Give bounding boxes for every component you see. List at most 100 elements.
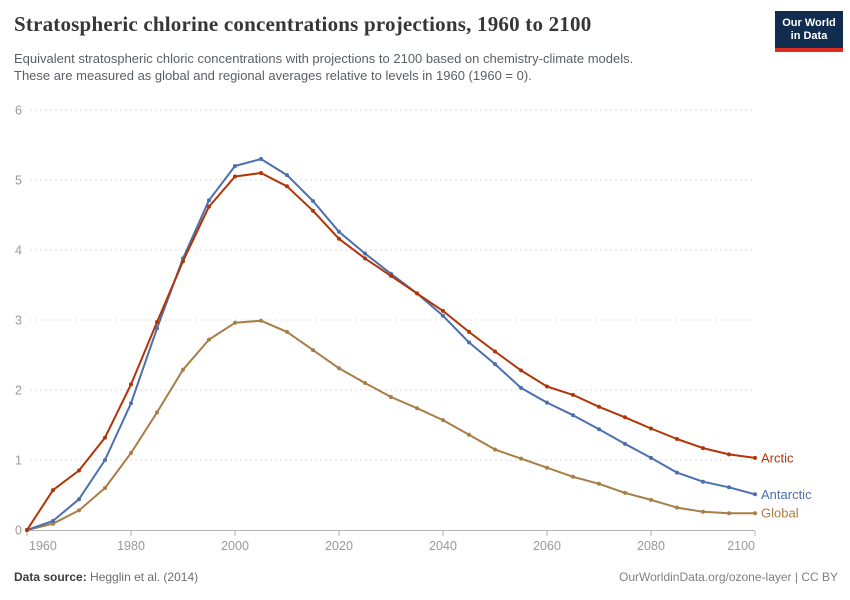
owid-logo[interactable]: Our World in Data — [775, 11, 843, 52]
data-point-global — [311, 348, 315, 353]
data-point-global — [129, 451, 133, 455]
data-point-global — [155, 410, 159, 415]
data-point-antarctic — [545, 400, 549, 405]
series-label-arctic[interactable]: Arctic — [761, 450, 794, 465]
data-point-antarctic — [493, 362, 497, 367]
data-point-arctic — [597, 404, 601, 409]
chart-subtitle-line1: Equivalent stratospheric chloric concent… — [14, 51, 634, 66]
data-point-arctic — [181, 259, 185, 264]
x-axis-label: 1980 — [117, 539, 145, 553]
data-point-arctic — [51, 488, 55, 493]
x-axis-label: 2060 — [533, 539, 561, 553]
data-point-global — [207, 337, 211, 342]
data-point-global — [259, 318, 263, 323]
owid-logo-line2: in Data — [790, 30, 828, 42]
data-point-arctic — [103, 435, 107, 440]
data-point-antarctic — [753, 492, 757, 497]
data-point-arctic — [701, 446, 705, 451]
data-point-antarctic — [259, 157, 263, 161]
data-point-antarctic — [623, 441, 627, 446]
data-point-antarctic — [129, 401, 133, 406]
y-axis-label: 1 — [15, 454, 22, 468]
data-point-global — [441, 418, 445, 423]
data-point-antarctic — [727, 485, 731, 490]
data-source-value: Hegglin et al. (2014) — [90, 570, 199, 584]
data-point-global — [51, 521, 55, 526]
data-point-global — [181, 367, 185, 372]
x-axis-label: 2100 — [727, 539, 755, 553]
series-label-antarctic[interactable]: Antarctic — [761, 487, 812, 502]
data-point-arctic — [311, 208, 315, 213]
data-point-arctic — [259, 171, 263, 175]
y-axis-label: 2 — [15, 384, 22, 398]
data-point-arctic — [571, 392, 575, 397]
data-source-label: Data source: — [14, 570, 87, 584]
data-point-antarctic — [571, 413, 575, 418]
data-point-antarctic — [675, 470, 679, 475]
data-point-global — [389, 395, 393, 399]
data-point-global — [233, 320, 237, 325]
data-point-antarctic — [77, 497, 81, 502]
data-point-arctic — [155, 320, 159, 325]
data-point-antarctic — [337, 229, 341, 234]
line-series-antarctic[interactable] — [26, 158, 756, 531]
data-point-global — [545, 465, 549, 470]
data-point-global — [623, 490, 627, 495]
data-point-antarctic — [103, 458, 107, 462]
data-point-antarctic — [441, 313, 445, 318]
data-point-antarctic — [311, 199, 315, 203]
data-point-global — [675, 505, 679, 510]
data-point-global — [519, 456, 523, 461]
data-point-arctic — [493, 349, 497, 354]
data-point-global — [337, 366, 341, 371]
data-point-arctic — [285, 184, 289, 189]
data-point-arctic — [129, 382, 133, 387]
attribution-link[interactable]: OurWorldinData.org/ozone-layer | CC BY — [619, 570, 838, 584]
x-axis-label: 2000 — [221, 539, 249, 553]
data-point-antarctic — [597, 427, 601, 432]
data-point-global — [597, 481, 601, 486]
y-axis-label: 6 — [15, 104, 22, 118]
data-point-arctic — [519, 368, 523, 373]
data-point-antarctic — [649, 455, 653, 460]
data-point-global — [415, 406, 419, 411]
data-point-antarctic — [233, 164, 237, 168]
data-point-global — [467, 432, 471, 437]
data-point-arctic — [649, 426, 653, 431]
data-point-global — [363, 381, 367, 385]
data-point-arctic — [363, 256, 367, 261]
data-source: Data source: Hegglin et al. (2014) — [14, 570, 198, 584]
series-label-global[interactable]: Global — [761, 506, 799, 521]
y-axis-label: 3 — [15, 314, 22, 328]
data-point-global — [103, 486, 107, 490]
y-axis-label: 5 — [15, 174, 22, 188]
data-point-global — [493, 447, 497, 452]
data-point-global — [571, 474, 575, 479]
y-axis-label: 4 — [15, 244, 22, 258]
data-point-antarctic — [285, 173, 289, 178]
data-point-antarctic — [519, 385, 523, 390]
data-point-antarctic — [701, 479, 705, 484]
data-point-arctic — [389, 273, 393, 278]
data-point-global — [727, 511, 731, 516]
data-point-global — [285, 329, 289, 334]
data-point-antarctic — [207, 198, 211, 203]
data-point-global — [77, 508, 81, 513]
data-point-antarctic — [467, 340, 471, 345]
x-axis-label: 1960 — [29, 539, 57, 553]
x-axis-label: 2080 — [637, 539, 665, 553]
data-point-antarctic — [363, 251, 367, 256]
data-point-arctic — [467, 329, 471, 334]
data-point-global — [649, 497, 653, 502]
data-point-global — [753, 511, 757, 516]
data-point-arctic — [441, 308, 445, 313]
y-axis-label: 0 — [15, 524, 22, 538]
data-point-global — [701, 509, 705, 514]
x-axis-label: 2040 — [429, 539, 457, 553]
data-point-arctic — [753, 455, 757, 460]
data-point-antarctic — [155, 326, 159, 331]
data-point-arctic — [727, 452, 731, 457]
line-series-arctic[interactable] — [26, 172, 756, 531]
data-point-arctic — [77, 468, 81, 473]
